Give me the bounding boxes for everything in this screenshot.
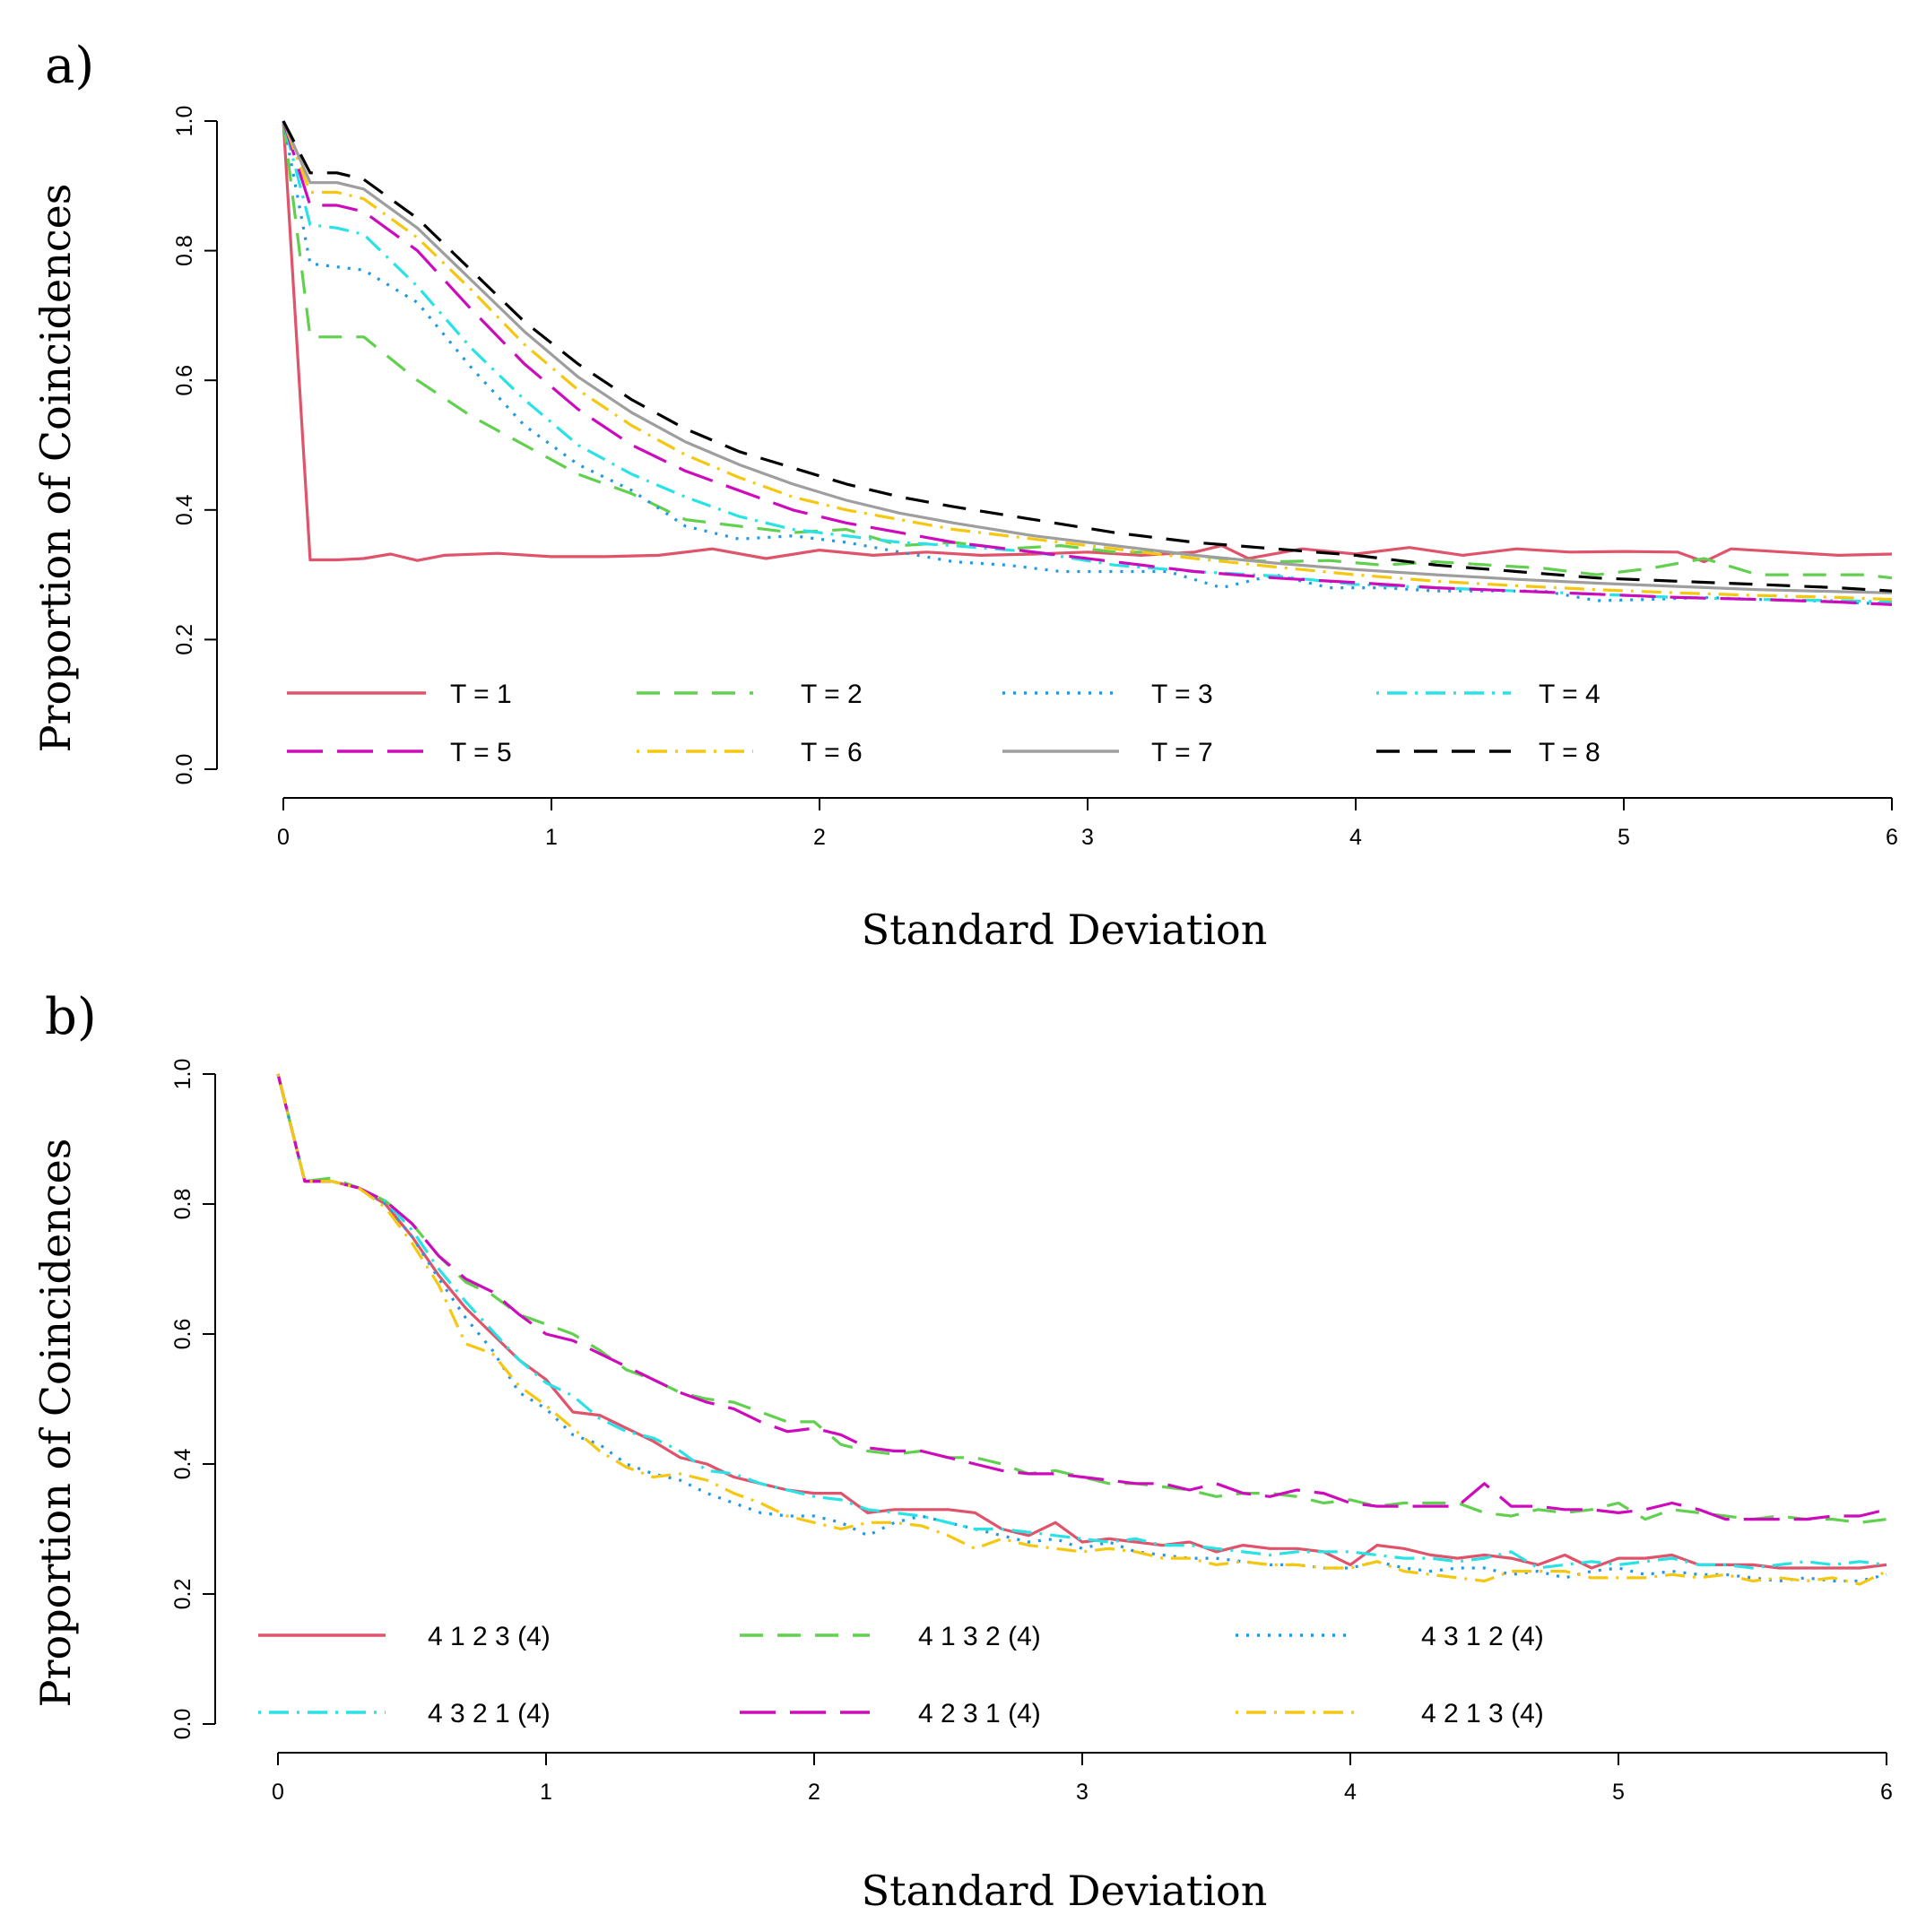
x-tick-label: 0 [277,825,290,850]
x-tick-label: 2 [808,1780,820,1805]
panel-label-b: b) [45,988,97,1046]
legend-label: T = 6 [801,738,863,767]
panel-b: b) Proportion of Coincidences Standard D… [31,988,1893,1915]
x-tick-label: 6 [1880,1780,1893,1805]
legend-label: T = 5 [450,738,512,767]
legend-label: T = 3 [1151,680,1213,709]
panel-label-a: a) [45,37,94,95]
legend-label: 4 3 2 1 (4) [428,1699,551,1728]
y-tick-label: 0.2 [172,624,197,655]
x-tick-label: 4 [1344,1780,1357,1805]
axes-a: 0 1 2 3 4 5 6 0.0 0.2 0.4 0.6 0.8 1.0 [172,106,1898,850]
y-tick-label: 0.4 [172,494,197,525]
y-tick-label: 1.0 [170,1059,195,1090]
legend-label: 4 2 1 3 (4) [1421,1699,1544,1728]
panel-a: a) Proportion of Coincidences Standard D… [31,37,1898,954]
y-tick-label: 0.6 [172,365,197,396]
legend-label: 4 3 1 2 (4) [1421,1622,1544,1651]
legend-label: T = 4 [1539,680,1600,709]
legend-a: T = 1 T = 2 T = 3 T = 4 T = 5 T = 6 T = 7 T = 8 [287,680,1600,767]
legend-label: 4 2 3 1 (4) [918,1699,1041,1728]
series-line [282,120,1892,605]
y-tick-label: 0.0 [170,1709,195,1740]
x-tick-label: 4 [1349,825,1362,850]
x-tick-label: 0 [272,1780,284,1805]
legend-label: 4 1 3 2 (4) [918,1622,1041,1651]
legend-label: 4 1 2 3 (4) [428,1622,551,1651]
y-tick-label: 0.0 [172,754,197,785]
y-tick-label: 0.8 [170,1189,195,1220]
x-tick-label: 3 [1081,825,1094,850]
plot-lines-a [282,120,1893,606]
legend-label: T = 2 [801,680,863,709]
x-tick-label: 1 [545,825,558,850]
legend-label: T = 1 [450,680,512,709]
axes-b: 0 1 2 3 4 5 6 0.0 0.2 0.4 0.6 0.8 1.0 [170,1059,1893,1805]
x-tick-label: 1 [540,1780,552,1805]
series-line [276,1073,1887,1524]
y-tick-label: 0.8 [172,235,197,266]
x-axis-title-b: Standard Deviation [862,1867,1268,1915]
x-tick-label: 5 [1618,825,1630,850]
legend-label: T = 8 [1539,738,1600,767]
legend-label: T = 7 [1151,738,1213,767]
y-tick-label: 1.0 [172,106,197,137]
x-tick-label: 6 [1886,825,1898,850]
series-line [282,120,1893,606]
series-line [282,120,1893,564]
y-axis-title-a: Proportion of Coincidences [31,184,80,753]
series-line [276,1073,1887,1570]
plot-lines-b [276,1073,1887,1586]
y-tick-label: 0.2 [170,1579,195,1610]
y-tick-label: 0.4 [170,1449,195,1480]
series-line [276,1073,1887,1570]
x-tick-label: 2 [813,825,826,850]
y-axis-title-b: Proportion of Coincidences [31,1139,80,1708]
series-line [282,120,1893,602]
y-tick-label: 0.6 [170,1319,195,1350]
series-line [282,120,1893,594]
series-line [276,1073,1887,1521]
series-line [276,1073,1887,1586]
series-line [282,120,1893,593]
x-axis-title-a: Standard Deviation [862,905,1268,954]
x-tick-label: 5 [1612,1780,1625,1805]
x-tick-label: 3 [1076,1780,1089,1805]
legend-b: 4 1 2 3 (4) 4 1 3 2 (4) 4 3 1 2 (4) 4 3 2 1… [258,1622,1544,1728]
